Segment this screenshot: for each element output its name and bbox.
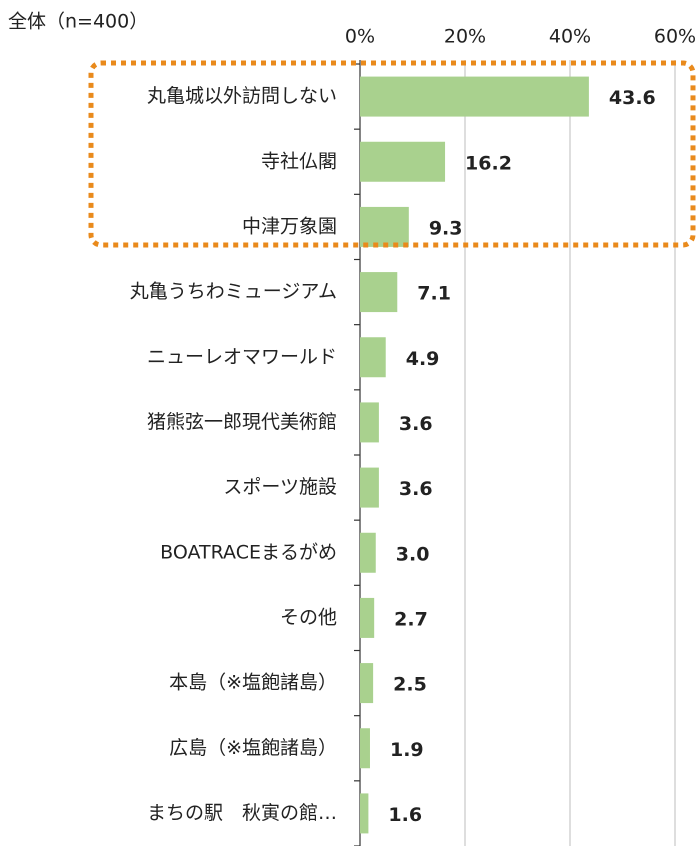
data-label: 4.9 bbox=[406, 348, 440, 370]
data-label: 2.7 bbox=[394, 608, 428, 630]
bar bbox=[360, 793, 369, 834]
bars bbox=[360, 76, 589, 834]
data-label: 2.5 bbox=[393, 674, 427, 696]
y-tick-label: ニューレオマワールド bbox=[147, 346, 337, 368]
bar bbox=[360, 272, 398, 313]
y-tick-label: BOATRACEまるがめ bbox=[160, 541, 337, 563]
y-tick-label: スポーツ施設 bbox=[223, 476, 337, 498]
bar bbox=[360, 467, 379, 508]
y-tick-label: 丸亀城以外訪問しない bbox=[147, 85, 337, 107]
x-tick-label: 60% bbox=[654, 26, 696, 48]
y-tick-label: 寺社仏閣 bbox=[261, 150, 337, 172]
bar bbox=[360, 206, 409, 247]
bar bbox=[360, 532, 376, 573]
bar bbox=[360, 402, 379, 443]
bar bbox=[360, 597, 375, 638]
y-tick-label: その他 bbox=[280, 606, 337, 628]
x-tick-label: 20% bbox=[444, 26, 486, 48]
grid bbox=[354, 60, 676, 846]
data-label: 16.2 bbox=[465, 152, 512, 174]
data-label: 9.3 bbox=[429, 217, 463, 239]
y-tick-label: 中津万象園 bbox=[242, 215, 337, 237]
data-label: 3.6 bbox=[399, 413, 433, 435]
data-label: 3.0 bbox=[396, 543, 430, 565]
bar bbox=[360, 728, 370, 769]
chart-title: 全体（n=400） bbox=[8, 11, 148, 33]
y-tick-label: 広島（※塩飽諸島） bbox=[169, 737, 337, 759]
bar bbox=[360, 141, 446, 182]
data-label: 7.1 bbox=[417, 283, 451, 305]
x-tick-label: 40% bbox=[549, 26, 591, 48]
x-tick-label: 0% bbox=[345, 26, 375, 48]
y-tick-label: 本島（※塩飽諸島） bbox=[169, 672, 337, 694]
data-label: 43.6 bbox=[609, 87, 656, 109]
data-label: 1.6 bbox=[388, 804, 422, 826]
data-label: 1.9 bbox=[390, 739, 424, 761]
bar bbox=[360, 76, 589, 117]
highlight-box bbox=[88, 60, 696, 248]
y-tick-label: まちの駅 秋寅の館… bbox=[147, 802, 337, 824]
y-tick-label: 丸亀うちわミュージアム bbox=[130, 281, 337, 303]
bar bbox=[360, 663, 374, 704]
data-label: 3.6 bbox=[399, 478, 433, 500]
y-tick-label: 猪熊弦一郎現代美術館 bbox=[147, 411, 337, 433]
bar bbox=[360, 337, 386, 378]
